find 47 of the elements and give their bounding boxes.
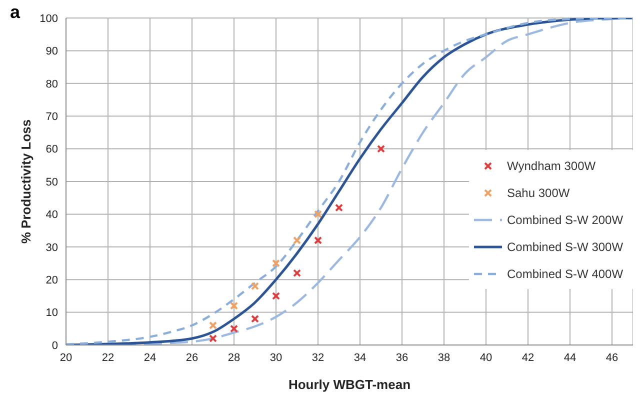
y-tick-label: 0 [52, 340, 58, 352]
y-tick-label: 70 [46, 111, 58, 124]
y-tick-label: 60 [46, 144, 58, 156]
point [230, 324, 238, 333]
legend-label: Sahu 300W [507, 186, 570, 200]
point [209, 334, 217, 342]
point [251, 282, 259, 290]
x-tick-label: 40 [480, 352, 492, 364]
point [293, 269, 301, 278]
x-tick-label: 44 [564, 352, 576, 364]
point [209, 321, 217, 330]
point [272, 292, 280, 300]
legend-label: Combined S-W 400W [507, 266, 624, 280]
y-tick-label: 80 [46, 78, 58, 90]
point [314, 236, 322, 244]
y-tick-label: 30 [46, 242, 58, 254]
x-tick-label: 22 [102, 352, 114, 364]
x-tick-label: 30 [270, 352, 282, 364]
x-tick-label: 28 [228, 352, 240, 364]
y-tick-label: 90 [46, 46, 58, 58]
x-tick-label: 46 [606, 352, 618, 364]
y-tick-label: 100 [40, 12, 58, 25]
x-axis-title: Hourly WBGT-mean [288, 377, 411, 392]
legend-label: Combined S-W 300W [507, 240, 624, 254]
legend-label: Combined S-W 200W [507, 212, 624, 226]
chart-title: a [10, 2, 20, 23]
point [251, 314, 259, 323]
y-axis-title: % Productivity Loss [18, 119, 34, 244]
y-tick-label: 10 [46, 307, 58, 320]
x-tick-label: 20 [60, 352, 72, 364]
x-tick-label: 42 [522, 352, 534, 364]
point [293, 236, 301, 244]
y-tick-label: 40 [46, 209, 58, 222]
point [377, 144, 385, 153]
x-tick-label: 36 [396, 352, 408, 364]
legend-label: Wyndham 300W [507, 158, 596, 172]
point [335, 204, 343, 212]
x-tick-label: 38 [438, 352, 450, 364]
y-tick-label: 20 [46, 274, 58, 287]
x-tick-label: 34 [354, 352, 366, 364]
point [230, 302, 238, 310]
x-tick-label: 24 [144, 352, 156, 364]
x-tick-label: 26 [186, 352, 198, 364]
x-tick-label: 32 [312, 352, 324, 364]
y-tick-label: 50 [46, 176, 58, 188]
point [314, 210, 322, 218]
point [272, 259, 280, 268]
